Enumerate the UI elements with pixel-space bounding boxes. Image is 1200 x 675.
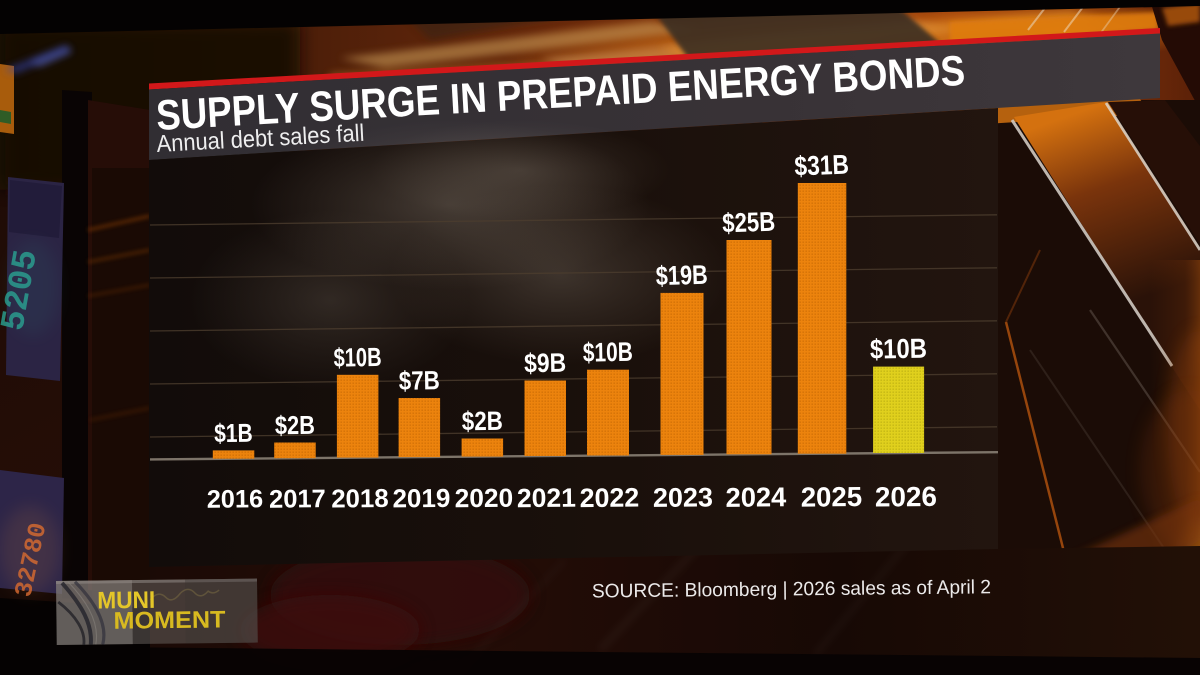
svg-text:2017: 2017	[269, 485, 326, 514]
svg-text:$10B: $10B	[583, 337, 634, 368]
svg-text:$7B: $7B	[399, 365, 440, 396]
svg-text:$25B: $25B	[722, 206, 776, 239]
svg-text:2024: 2024	[725, 481, 787, 513]
svg-text:$2B: $2B	[275, 410, 315, 440]
svg-text:$19B: $19B	[655, 260, 708, 291]
svg-text:2022: 2022	[579, 482, 639, 513]
svg-text:$1B: $1B	[214, 418, 253, 448]
svg-text:2025: 2025	[801, 481, 863, 513]
svg-text:SOURCE: Bloomberg | 2026 sales: SOURCE: Bloomberg | 2026 sales as of Apr…	[592, 576, 991, 602]
svg-text:$31B: $31B	[794, 148, 850, 181]
svg-text:2016: 2016	[207, 485, 264, 514]
svg-text:$9B: $9B	[524, 348, 567, 379]
svg-text:$2B: $2B	[462, 406, 503, 436]
svg-text:2026: 2026	[875, 481, 937, 513]
svg-text:2018: 2018	[331, 485, 389, 514]
svg-text:$10B: $10B	[870, 333, 928, 365]
svg-text:2023: 2023	[653, 482, 713, 513]
svg-text:$10B: $10B	[333, 342, 382, 373]
svg-text:2020: 2020	[454, 483, 513, 514]
svg-text:MUNI: MUNI	[97, 587, 155, 615]
svg-text:2021: 2021	[517, 483, 576, 514]
svg-text:2019: 2019	[392, 483, 450, 514]
svg-text:MOMENT: MOMENT	[113, 606, 226, 634]
